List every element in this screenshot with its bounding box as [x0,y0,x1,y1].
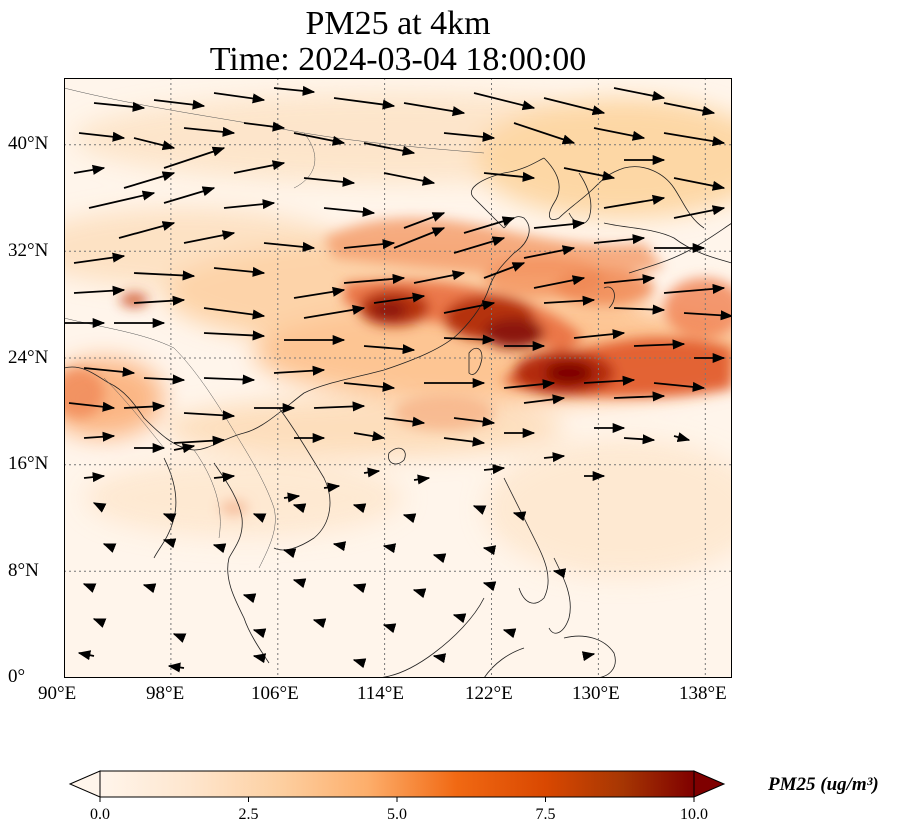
colorbar-tick-2-5: 2.5 [238,806,259,823]
colorbar-ticks [99,797,695,802]
colorbar-tick-0: 0.0 [90,806,110,823]
lon-label-138e: 138°E [679,683,727,704]
map-subtitle-time: Time: 2024-03-04 18:00:00 [209,41,587,78]
lon-label-98e: 98°E [146,683,185,704]
wind-vectors [64,85,732,673]
colorbar-min-extend [68,770,101,798]
lat-label-0: 0° [8,666,26,687]
colorbar-tick-5: 5.0 [387,806,407,823]
lat-label-24n: 24°N [8,347,49,368]
map-title: PM25 at 4km [305,5,491,42]
pm25-map [64,78,732,678]
lat-label-16n: 16°N [8,453,49,474]
lat-label-32n: 32°N [8,240,49,261]
coastlines [64,157,732,678]
colorbar-gradient [99,770,695,798]
pm25-field [64,93,732,578]
colorbar [68,770,726,802]
lon-label-130e: 130°E [572,683,620,704]
map-panel [64,78,732,678]
gridlines [64,78,732,678]
lat-label-40n: 40°N [8,133,49,154]
colorbar-label: PM25 (ug/m³) [768,774,879,795]
lat-label-8n: 8°N [8,560,39,581]
lon-label-90e: 90°E [38,683,77,704]
lon-label-114e: 114°E [357,683,404,704]
lon-label-122e: 122°E [465,683,513,704]
map-frame [64,78,732,678]
lon-label-106e: 106°E [251,683,299,704]
colorbar-tick-10: 10.0 [680,806,708,823]
colorbar-tick-7-5: 7.5 [535,806,556,823]
colorbar-max-extend [693,770,726,798]
